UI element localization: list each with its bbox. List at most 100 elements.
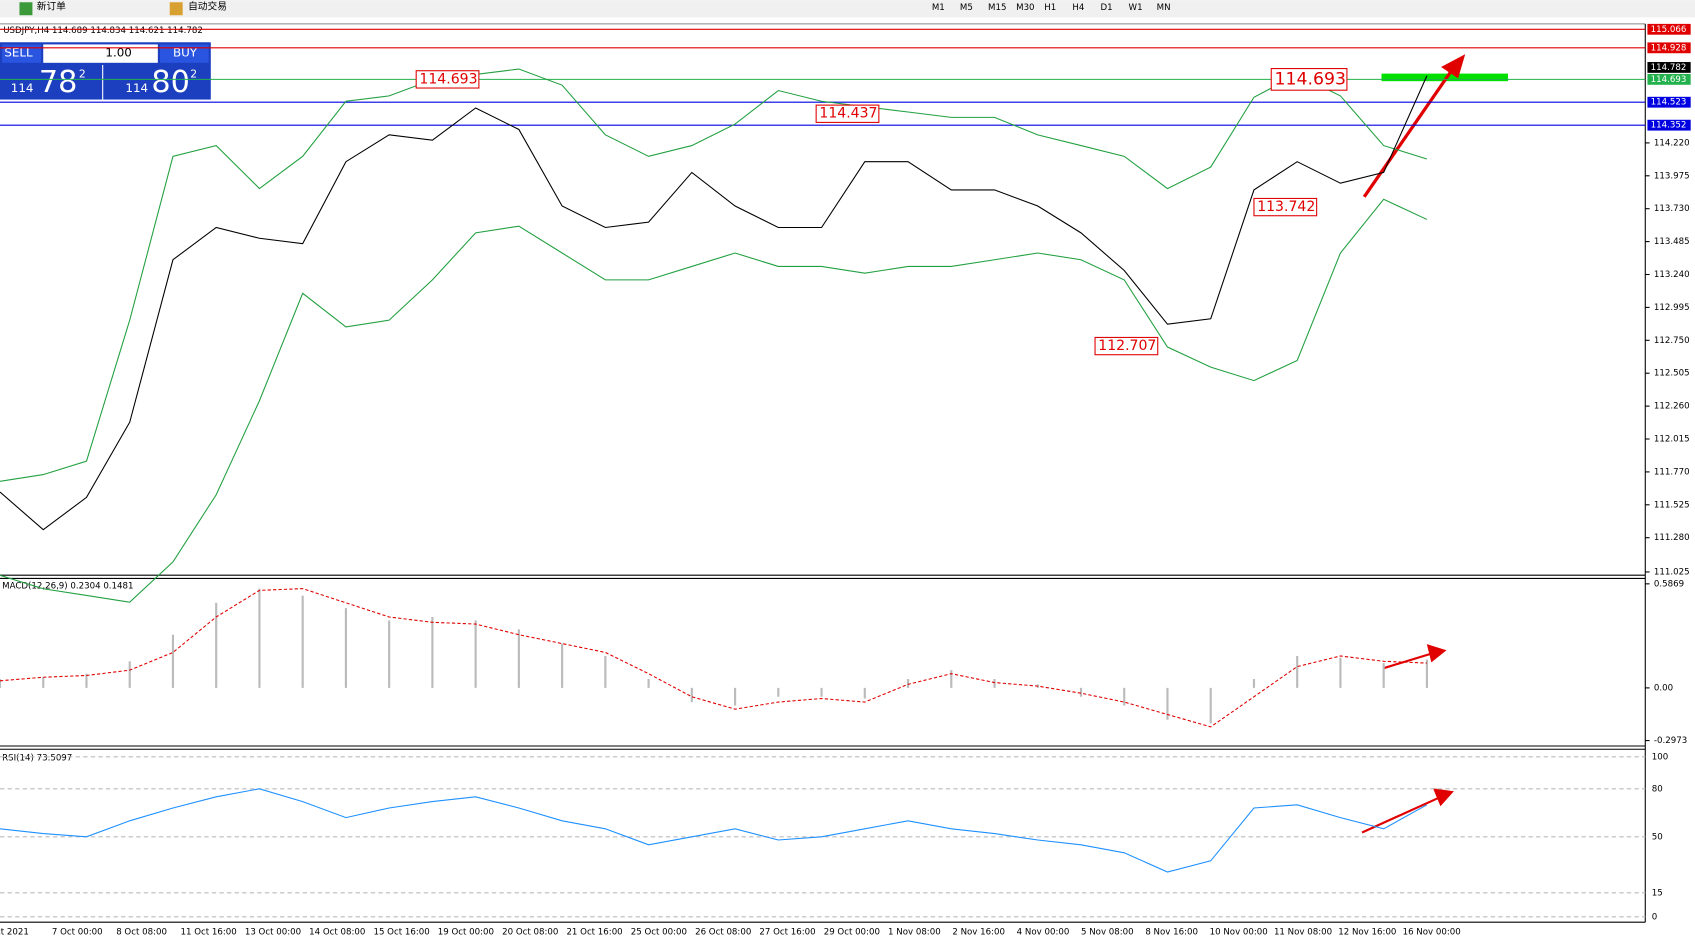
price-annotation-box bbox=[415, 70, 480, 89]
level-label: 114.352 bbox=[1651, 121, 1687, 131]
price-annotation: 114.693 bbox=[1274, 69, 1345, 89]
level-label: 114.693 bbox=[1651, 75, 1687, 85]
rsi-label: RSI(14) 73.5097 bbox=[2, 753, 72, 763]
timeframe-button[interactable]: H1 bbox=[1044, 3, 1056, 13]
level-tag bbox=[1647, 23, 1691, 35]
y-tick-label: 113.240 bbox=[1654, 270, 1690, 280]
y-tick-label: 112.750 bbox=[1654, 336, 1690, 346]
price-annotation: 114.693 bbox=[419, 71, 477, 87]
trade-panel: SELL 1.00 BUY 114 78 2 114 80 2 bbox=[0, 42, 211, 100]
auto-trading[interactable]: 自动交易 bbox=[188, 0, 227, 13]
x-tick-label: 1 Nov 08:00 bbox=[888, 927, 941, 937]
buy[interactable]: BUY bbox=[173, 46, 198, 60]
price-line bbox=[0, 75, 1428, 531]
x-tick-label: 12 Nov 16:00 bbox=[1338, 927, 1396, 937]
buy-button[interactable] bbox=[159, 44, 209, 63]
lot[interactable]: 1.00 bbox=[105, 46, 131, 60]
lot-input[interactable] bbox=[43, 44, 158, 63]
y-tick-label: -0.2973 bbox=[1654, 736, 1687, 746]
rsi-line bbox=[0, 788, 1428, 873]
macd-bar bbox=[215, 602, 218, 688]
macd-bar bbox=[474, 620, 477, 688]
macd-bar bbox=[1339, 657, 1342, 688]
chart-header: USDJPY,H4 114.689 114.834 114.621 114.78… bbox=[3, 26, 203, 36]
x-tick-label: 13 Oct 00:00 bbox=[245, 927, 301, 937]
price-annotation-box bbox=[1270, 68, 1348, 91]
x-tick-label: 11 Nov 08:00 bbox=[1274, 927, 1332, 937]
x-tick-label: 5 Nov 08:00 bbox=[1081, 927, 1134, 937]
macd-label: MACD(12,26,9) 0.2304 0.1481 bbox=[2, 582, 133, 592]
macd-bar bbox=[344, 608, 347, 688]
x-tick-label: 27 Oct 16:00 bbox=[759, 927, 815, 937]
timeframe-button[interactable]: M5 bbox=[960, 3, 973, 13]
timeframe-button[interactable]: H4 bbox=[1072, 3, 1084, 13]
x-tick-label: 14 Oct 08:00 bbox=[309, 927, 365, 937]
macd-bar bbox=[1382, 663, 1385, 688]
timeframe-button[interactable]: M30 bbox=[1016, 3, 1034, 13]
x-tick-label: 11 Oct 16:00 bbox=[181, 927, 237, 937]
macd-bar bbox=[863, 687, 866, 699]
macd-bar bbox=[604, 655, 607, 688]
y-tick-label: 111.280 bbox=[1654, 533, 1690, 543]
x-tick-label: 16 Nov 00:00 bbox=[1403, 927, 1461, 937]
price-annotation: 112.707 bbox=[1098, 338, 1156, 354]
y-tick-label: 113.730 bbox=[1654, 204, 1690, 214]
bid-pips: 78 bbox=[39, 65, 78, 100]
timeframe-button[interactable]: M1 bbox=[932, 3, 945, 13]
x-tick-label: 26 Oct 08:00 bbox=[695, 927, 751, 937]
y-tick-label: 0.5869 bbox=[1654, 579, 1684, 589]
x-tick-label: 29 Oct 00:00 bbox=[824, 927, 880, 937]
timeframe-button[interactable]: W1 bbox=[1129, 3, 1143, 13]
level-tag bbox=[1647, 73, 1691, 85]
y-tick-label: 50 bbox=[1652, 832, 1663, 842]
price-annotation: 113.742 bbox=[1257, 199, 1315, 215]
timeframe-button[interactable]: MN bbox=[1157, 3, 1171, 13]
new-order[interactable]: 新订单 bbox=[37, 0, 66, 13]
timeframe-button[interactable]: D1 bbox=[1100, 3, 1112, 13]
auto-trading-icon[interactable] bbox=[169, 2, 183, 16]
sell[interactable]: SELL bbox=[4, 46, 33, 60]
level-label: 115.066 bbox=[1651, 25, 1687, 35]
x-tick-label: 10 Nov 00:00 bbox=[1210, 927, 1268, 937]
macd-bar bbox=[171, 634, 175, 688]
level-tag bbox=[1647, 62, 1691, 73]
price-annotation-box bbox=[1094, 336, 1159, 356]
macd-bar bbox=[690, 687, 693, 703]
x-tick-label: 8 Nov 16:00 bbox=[1145, 927, 1198, 937]
timeframe-button[interactable]: M15 bbox=[988, 3, 1006, 13]
x-tick-label: 4 Nov 00:00 bbox=[1017, 927, 1070, 937]
macd-bar bbox=[431, 616, 434, 688]
level-label: 114.782 bbox=[1651, 63, 1687, 73]
y-tick-label: 111.025 bbox=[1654, 567, 1690, 577]
x-tick-label: 19 Oct 00:00 bbox=[438, 927, 494, 937]
macd-bar bbox=[0, 679, 2, 688]
new-order-icon[interactable] bbox=[19, 2, 33, 16]
y-tick-label: 113.975 bbox=[1654, 171, 1690, 181]
level-tag bbox=[1647, 96, 1691, 108]
x-tick-label: 21 Oct 16:00 bbox=[566, 927, 622, 937]
macd-bar bbox=[1123, 687, 1126, 706]
x-tick-label: 2 Nov 16:00 bbox=[952, 927, 1005, 937]
macd-bar bbox=[128, 661, 131, 688]
macd-bar bbox=[1166, 687, 1169, 720]
x-tick-label: 15 Oct 16:00 bbox=[373, 927, 429, 937]
macd-bar bbox=[647, 679, 650, 688]
x-tick-label: 8 Oct 08:00 bbox=[116, 927, 167, 937]
ask-point: 2 bbox=[190, 68, 197, 81]
timeframes: M1 M5 M15 M30 H1 H4 D1 W1 MN bbox=[932, 3, 1171, 13]
macd-bar bbox=[733, 687, 737, 706]
macd-signal bbox=[0, 588, 1427, 728]
y-tick-label: 111.770 bbox=[1654, 467, 1690, 477]
sell-button[interactable] bbox=[2, 44, 42, 63]
level-tag bbox=[1647, 42, 1691, 54]
macd-bar bbox=[517, 629, 520, 688]
x-tick-label: 7 Oct 00:00 bbox=[52, 927, 103, 937]
bid-point: 2 bbox=[79, 68, 86, 81]
macd-bar bbox=[906, 679, 910, 688]
macd-bar bbox=[258, 588, 261, 688]
level-label: 114.523 bbox=[1651, 98, 1687, 108]
price-annotation-box bbox=[1253, 197, 1318, 217]
bollinger-upper bbox=[0, 68, 1428, 482]
price-annotation-box bbox=[815, 104, 880, 123]
